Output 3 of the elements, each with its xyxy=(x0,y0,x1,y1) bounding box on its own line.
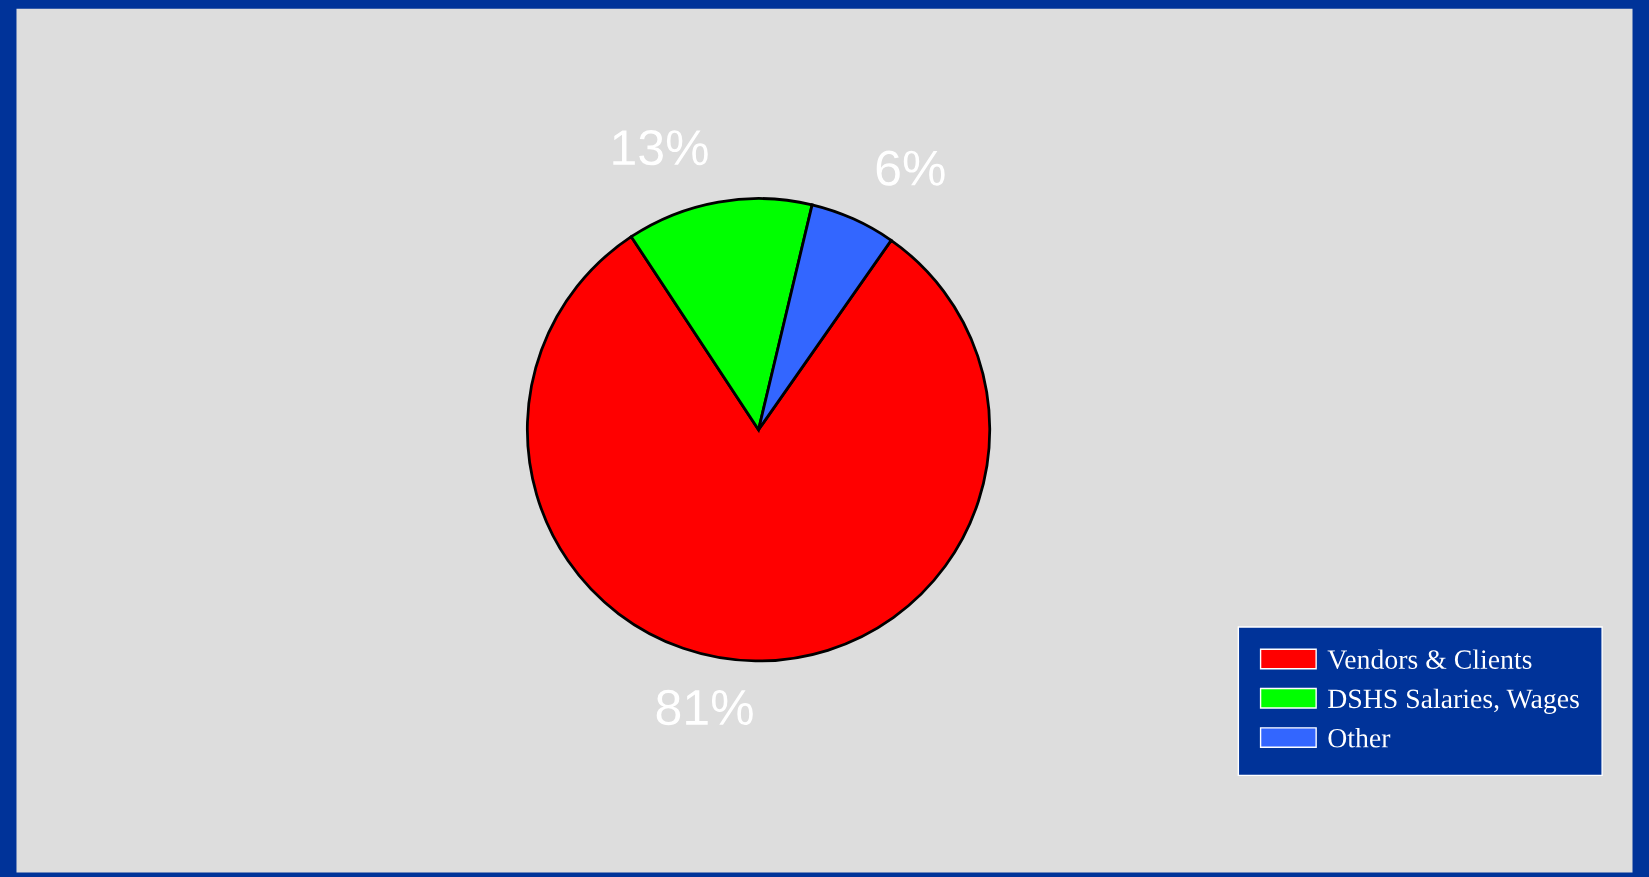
legend-label: DSHS Salaries, Wages xyxy=(1328,688,1579,714)
legend-label: Vendors & Clients xyxy=(1327,649,1532,670)
legend-label: Other xyxy=(1328,728,1391,748)
